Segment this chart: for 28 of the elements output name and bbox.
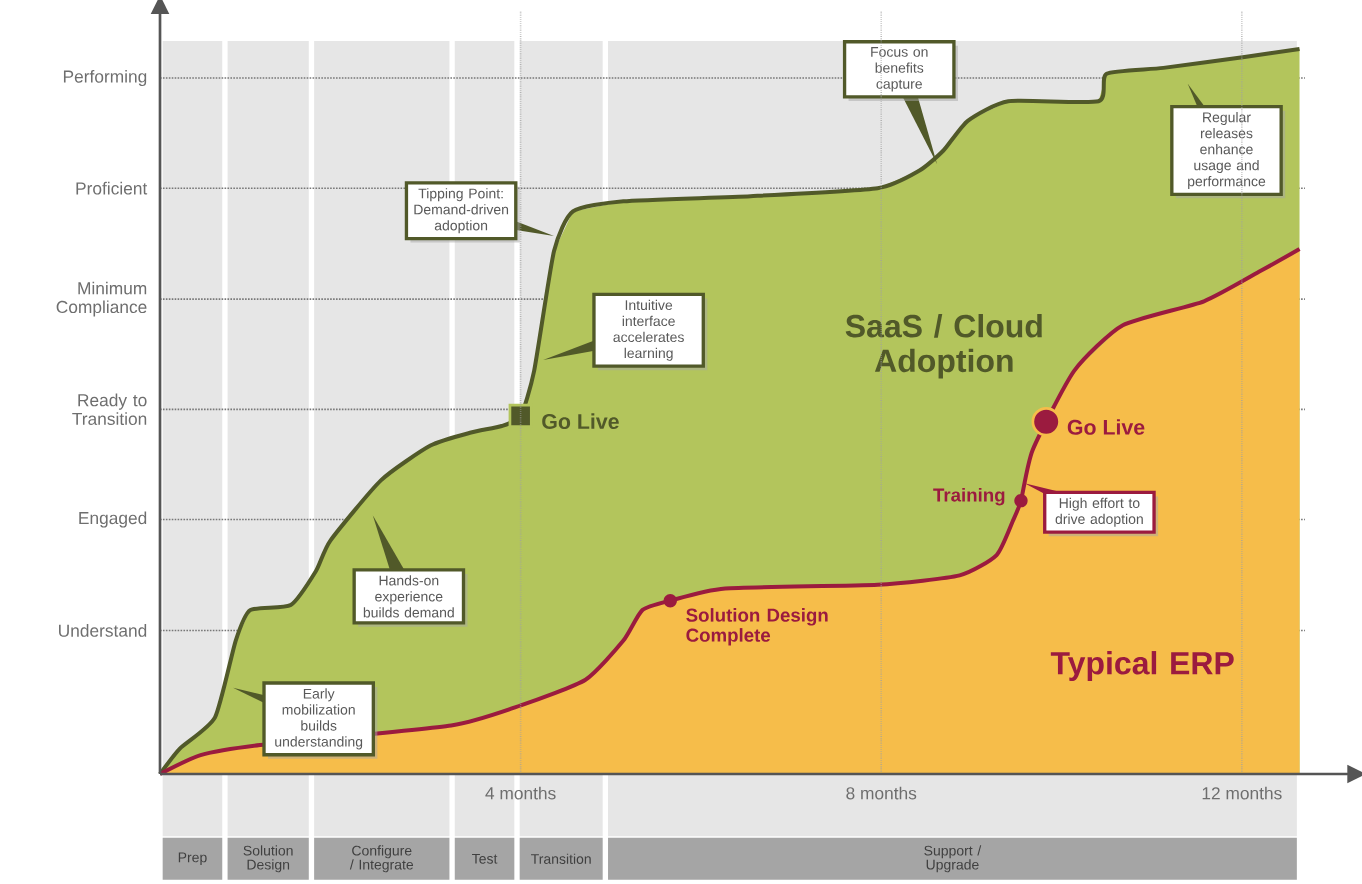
annotation: Hands-on experience builds demand [363, 575, 454, 618]
series-label: SaaS / Cloud Adoption [845, 314, 1042, 379]
annotation: Tipping Point: Demand-driven adoption [414, 188, 509, 234]
annotation: Focus on benefits capture [871, 47, 928, 92]
band-label: Prep [178, 852, 207, 866]
annotation: Early mobilization builds understanding [275, 688, 363, 750]
annotation: Go Live [542, 413, 619, 430]
ref-line-label: Minimum Compliance [56, 281, 147, 317]
ref-line-label: Proficient [76, 181, 148, 195]
x-tick-label: 12 months [1202, 786, 1282, 800]
x-tick-label: 8 months [846, 786, 917, 800]
band-label: Solution Design [243, 845, 293, 873]
band-label: Transition [531, 853, 591, 864]
x-tick-label: 4 months [485, 786, 556, 800]
band-label: Configure / Integrate [349, 845, 414, 873]
band-label: Support / Upgrade [924, 845, 982, 873]
annotation: High effort to drive adoption [1055, 497, 1143, 527]
ref-line-label: Ready to Transition [72, 393, 147, 426]
annotation: Training [933, 487, 1005, 506]
annotation: Solution Design Complete [686, 608, 828, 646]
annotation: Regular releases enhance usage and performance [1188, 111, 1266, 190]
annotation: Go Live [1067, 419, 1145, 435]
annotation: Intuitive interface accelerates learning [613, 299, 684, 361]
ref-line-label: Understand [59, 624, 147, 637]
ref-line-label: Engaged [79, 511, 147, 528]
ref-line-label: Performing [63, 69, 147, 87]
series-label: Typical ERP [1050, 651, 1234, 681]
band-label: Test [472, 853, 498, 864]
